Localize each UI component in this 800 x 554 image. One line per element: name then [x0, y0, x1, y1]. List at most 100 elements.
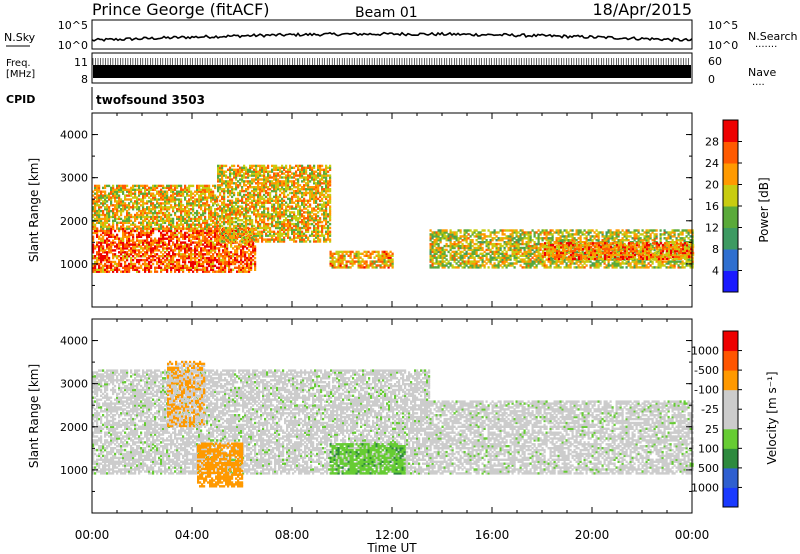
- echo-cell: [311, 230, 314, 233]
- echo-cell: [156, 241, 159, 244]
- echo-cell: [126, 213, 129, 217]
- echo-cell: [218, 256, 221, 260]
- echo-cell: [254, 262, 257, 266]
- echo-cell: [319, 224, 322, 228]
- echo-cell: [160, 204, 163, 207]
- echo-cell: [182, 227, 185, 231]
- echo-cell: [367, 254, 370, 257]
- echo-cell: [443, 254, 446, 257]
- echo-cell: [513, 237, 516, 240]
- echo-cell: [96, 190, 99, 193]
- echo-cell: [457, 246, 460, 250]
- echo-cell: [353, 260, 356, 263]
- echo-cell: [202, 219, 205, 222]
- echo-cell: [287, 186, 290, 189]
- echo-cell: [387, 264, 390, 267]
- echo-cell: [94, 184, 97, 188]
- echo-cell: [253, 207, 256, 210]
- echo-cell: [102, 225, 105, 228]
- echo-cell: [104, 221, 107, 224]
- echo-cell: [148, 206, 151, 209]
- echo-cell: [98, 249, 101, 252]
- echo-cell: [212, 235, 215, 238]
- echo-cell: [321, 186, 324, 189]
- echo-cell: [449, 237, 452, 240]
- echo-cell: [164, 266, 167, 269]
- echo-cell: [323, 236, 326, 239]
- echo-cell: [212, 266, 215, 269]
- echo-cell: [116, 196, 119, 199]
- echo-cell: [128, 211, 131, 215]
- echo-cell: [307, 174, 310, 177]
- echo-cell: [225, 184, 228, 187]
- echo-cell: [265, 207, 268, 210]
- echo-cell: [142, 213, 145, 217]
- echo-cell: [267, 178, 270, 181]
- echo-cell: [229, 236, 232, 239]
- echo-cell: [210, 262, 213, 266]
- echo-cell: [230, 256, 233, 260]
- echo-cell: [202, 253, 205, 256]
- echo-cell: [299, 189, 302, 193]
- echo-cell: [186, 213, 189, 217]
- echo-cell: [148, 231, 151, 235]
- echo-cell: [315, 178, 318, 181]
- echo-cell: [206, 184, 209, 188]
- echo-cell: [217, 188, 220, 191]
- echo-cell: [229, 238, 232, 241]
- echo-cell: [281, 203, 284, 206]
- echo-cell: [271, 164, 274, 168]
- echo-cell: [118, 194, 121, 197]
- echo-cell: [96, 213, 99, 217]
- echo-cell: [144, 184, 147, 188]
- echo-cell: [194, 217, 197, 221]
- echo-cell: [196, 204, 199, 207]
- echo-cell: [431, 260, 434, 263]
- echo-cell: [174, 211, 177, 215]
- echo-cell: [233, 188, 236, 191]
- echo-cell: [293, 224, 296, 228]
- echo-cell: [273, 174, 276, 177]
- echo-cell: [180, 204, 183, 207]
- echo-cell: [333, 252, 336, 255]
- echo-cell: [299, 174, 302, 177]
- echo-cell: [166, 219, 169, 222]
- echo-cell: [241, 186, 244, 189]
- echo-cell: [190, 192, 193, 195]
- echo-cell: [226, 255, 229, 258]
- echo-cell: [252, 249, 255, 252]
- echo-cell: [162, 235, 165, 238]
- echo-cell: [102, 256, 105, 260]
- echo-cell: [210, 213, 213, 217]
- echo-cell: [198, 251, 201, 254]
- echo-cell: [176, 235, 179, 238]
- echo-cell: [355, 254, 358, 257]
- echo-cell: [182, 241, 185, 244]
- echo-cell: [439, 250, 442, 254]
- echo-cell: [224, 266, 227, 269]
- echo-cell: [214, 223, 217, 226]
- echo-cell: [148, 262, 151, 266]
- echo-cell: [299, 164, 302, 168]
- echo-cell: [96, 245, 99, 248]
- echo-cell: [231, 203, 234, 206]
- echo-cell: [190, 204, 193, 207]
- echo-cell: [184, 211, 187, 215]
- echo-cell: [158, 225, 161, 228]
- echo-cell: [283, 230, 286, 233]
- echo-cell: [142, 233, 145, 237]
- echo-cell: [275, 197, 278, 201]
- echo-cell: [124, 256, 127, 260]
- echo-cell: [281, 222, 284, 226]
- echo-cell: [293, 240, 296, 243]
- echo-cell: [214, 211, 217, 215]
- echo-cell: [248, 268, 251, 271]
- echo-cell: [142, 268, 145, 271]
- echo-cell: [235, 199, 238, 202]
- echo-cell: [245, 236, 248, 239]
- echo-cell: [100, 239, 103, 242]
- echo-cell: [431, 250, 434, 254]
- echo-cell: [204, 196, 207, 199]
- echo-cell: [323, 238, 326, 241]
- echo-cell: [435, 241, 438, 244]
